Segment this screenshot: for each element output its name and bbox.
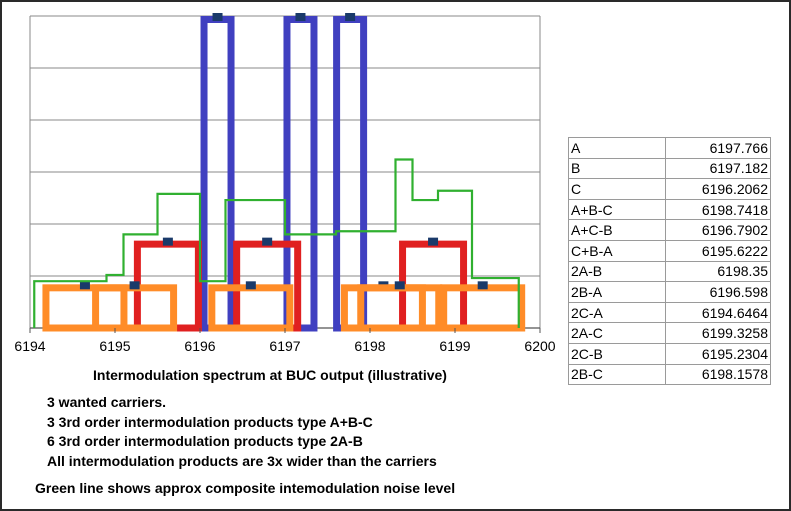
row-label: 2A-B xyxy=(568,260,666,283)
row-label: A+B-C xyxy=(568,198,666,221)
table-row: 2A-C 6199.3258 xyxy=(568,322,771,344)
center-marker xyxy=(245,281,256,290)
center-marker xyxy=(129,281,140,290)
intermod-2ab-box xyxy=(340,284,426,332)
note-line: 3 wanted carriers. xyxy=(47,394,167,410)
center-marker xyxy=(394,281,405,290)
footnote: Green line shows approx composite intemo… xyxy=(35,480,456,496)
table-row: 2A-B 6198.35 xyxy=(568,260,771,283)
x-tick-label: 6197 xyxy=(269,338,300,354)
row-label: C+B-A xyxy=(568,239,666,262)
note-line: All intermodulation products are 3x wide… xyxy=(47,452,437,469)
center-marker xyxy=(262,237,273,246)
row-value: 6199.3258 xyxy=(665,322,771,344)
row-value: 6196.598 xyxy=(665,281,771,303)
row-label: 2B-A xyxy=(568,281,666,303)
x-tick-label: 6196 xyxy=(184,338,215,354)
intermod-2ab-box xyxy=(440,284,526,332)
row-label: C xyxy=(568,178,666,200)
frequency-table: A 6197.766 B 6197.182 C 6196.2062 A+B-C 6198.74… xyxy=(568,137,771,386)
row-label: A xyxy=(568,137,666,159)
table-row: C 6196.2062 xyxy=(568,178,771,200)
table-row: 2B-A 6196.598 xyxy=(568,281,771,303)
row-label: 2C-A xyxy=(568,301,666,324)
center-marker xyxy=(212,13,223,21)
table-row: B 6197.182 xyxy=(568,157,771,180)
notes-block: 3 wanted carriers. 3 3rd order intermodu… xyxy=(47,393,437,471)
chart-title: Intermodulation spectrum at BUC output (… xyxy=(93,367,447,383)
table-row: A 6197.766 xyxy=(568,137,771,159)
row-value: 6197.182 xyxy=(665,157,771,180)
row-label: 2B-C xyxy=(568,363,666,386)
intermod-2ab-box xyxy=(42,284,128,332)
row-label: B xyxy=(568,157,666,180)
center-marker xyxy=(162,237,173,246)
row-value: 6198.35 xyxy=(665,260,771,283)
x-tick-label: 6195 xyxy=(99,338,130,354)
row-value: 6198.1578 xyxy=(665,363,771,386)
row-value: 6194.6464 xyxy=(665,301,771,324)
center-marker xyxy=(79,281,90,290)
row-value: 6198.7418 xyxy=(665,198,771,221)
x-tick-label: 6199 xyxy=(439,338,470,354)
center-marker xyxy=(295,13,306,21)
carrier-box xyxy=(333,16,368,332)
row-value: 6197.766 xyxy=(665,137,771,159)
table-row: 2C-B 6195.2304 xyxy=(568,342,771,365)
table-row: 2C-A 6194.6464 xyxy=(568,301,771,324)
row-label: 2A-C xyxy=(568,322,666,344)
row-label: 2C-B xyxy=(568,342,666,365)
row-value: 6195.2304 xyxy=(665,342,771,365)
table-row: A+B-C 6198.7418 xyxy=(568,198,771,221)
row-label: A+C-B xyxy=(568,219,666,241)
note-line: 3 3rd order intermodulation products typ… xyxy=(47,413,373,430)
row-value: 6196.2062 xyxy=(665,178,771,200)
table-row: 2B-C 6198.1578 xyxy=(568,363,771,386)
noise-level-line xyxy=(33,158,520,328)
note-line: 6 3rd order intermodulation products typ… xyxy=(47,433,363,449)
intermod-2ab-box xyxy=(208,284,294,332)
row-value: 6195.6222 xyxy=(665,239,771,262)
x-tick-label: 6194 xyxy=(14,338,45,354)
row-value: 6196.7902 xyxy=(665,219,771,241)
center-marker xyxy=(428,237,439,246)
spectrum-chart: 6194 6195 6196 6197 6198 6199 6200 xyxy=(14,13,556,354)
table-row: A+C-B 6196.7902 xyxy=(568,219,771,241)
x-tick-label: 6198 xyxy=(354,338,385,354)
x-tick-label: 6200 xyxy=(524,338,555,354)
center-marker xyxy=(345,13,356,21)
center-marker xyxy=(477,281,488,290)
table-row: C+B-A 6195.6222 xyxy=(568,239,771,262)
